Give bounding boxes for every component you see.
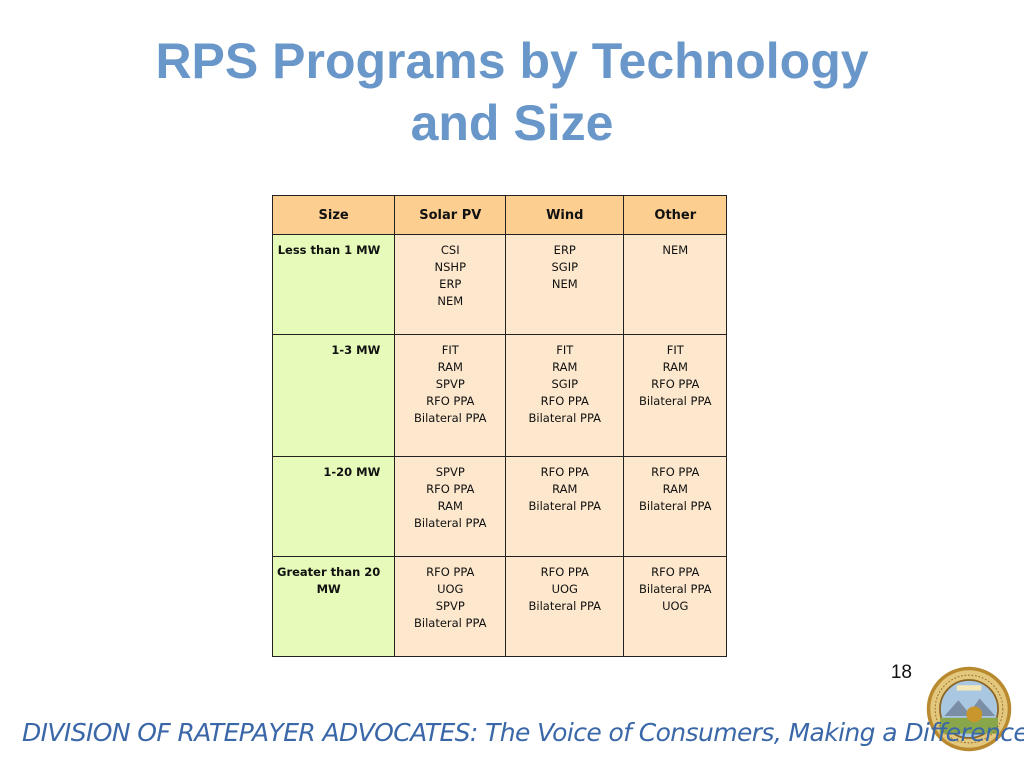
size-cell: Greater than 20 MW	[271, 556, 396, 657]
program-item: RFO PPA	[540, 465, 589, 479]
solar-pv-cell: FIT RAM SPVP RFO PPA Bilateral PPA	[394, 334, 507, 457]
program-item: SPVP	[435, 465, 465, 479]
program-item: RFO PPA	[651, 565, 700, 579]
solar-pv-cell: RFO PPA UOG SPVP Bilateral PPA	[394, 556, 507, 657]
header-size: Size	[271, 195, 396, 235]
title-line-1: RPS Programs by Technology	[155, 33, 869, 89]
solar-pv-cell: SPVP RFO PPA RAM Bilateral PPA	[394, 456, 507, 557]
table-row: Less than 1 MW CSI NSHP ERP NEM ERP SGIP…	[271, 234, 728, 335]
header-other: Other	[623, 195, 728, 235]
program-item: RAM	[552, 482, 578, 496]
program-item: RAM	[662, 360, 688, 374]
table-row: 1-3 MW FIT RAM SPVP RFO PPA Bilateral PP…	[271, 334, 728, 457]
wind-cell: FIT RAM SGIP RFO PPA Bilateral PPA	[505, 334, 625, 457]
program-item: ERP	[439, 277, 462, 291]
size-label: Greater than 20 MW	[277, 564, 380, 598]
size-label: 1-20 MW	[323, 465, 381, 479]
size-cell: 1-3 MW	[271, 334, 396, 457]
wind-cell: RFO PPA RAM Bilateral PPA	[505, 456, 625, 557]
program-item: RFO PPA	[540, 394, 589, 408]
size-label: Less than 1 MW	[277, 243, 381, 257]
wind-cell: ERP SGIP NEM	[505, 234, 625, 335]
header-wind: Wind	[505, 195, 625, 235]
program-item: RFO PPA	[651, 377, 700, 391]
slide-title: RPS Programs by Technology and Size	[0, 30, 1024, 154]
header-solar-pv: Solar PV	[394, 195, 507, 235]
program-item: CSI	[440, 243, 460, 257]
table-row: 1-20 MW SPVP RFO PPA RAM Bilateral PPA R…	[271, 456, 728, 557]
program-item: UOG	[662, 599, 689, 613]
program-item: RFO PPA	[426, 394, 475, 408]
other-cell: RFO PPA RAM Bilateral PPA	[623, 456, 728, 557]
other-cell: FIT RAM RFO PPA Bilateral PPA	[623, 334, 728, 457]
program-item: Bilateral PPA	[639, 394, 712, 408]
program-item: SPVP	[435, 377, 465, 391]
program-item: Bilateral PPA	[414, 411, 487, 425]
program-item: FIT	[441, 343, 459, 357]
program-item: FIT	[556, 343, 574, 357]
table-header-row: Size Solar PV Wind Other	[271, 195, 728, 235]
other-cell: NEM	[623, 234, 728, 335]
size-cell: Less than 1 MW	[271, 234, 396, 335]
table-row: Greater than 20 MW RFO PPA UOG SPVP Bila…	[271, 556, 728, 657]
program-item: RAM	[662, 482, 688, 496]
program-item: Bilateral PPA	[639, 582, 712, 596]
page-number: 18	[890, 662, 912, 683]
program-item: RAM	[437, 499, 463, 513]
program-item: FIT	[666, 343, 684, 357]
program-item: Bilateral PPA	[528, 411, 602, 425]
program-item: RFO PPA	[426, 565, 475, 579]
size-label: 1-3 MW	[331, 343, 381, 357]
program-item: ERP	[553, 243, 576, 257]
program-item: Bilateral PPA	[528, 499, 602, 513]
size-label-line: Greater than 20	[277, 565, 381, 579]
program-item: SGIP	[551, 260, 579, 274]
solar-pv-cell: CSI NSHP ERP NEM	[394, 234, 507, 335]
program-item: SPVP	[435, 599, 465, 613]
other-cell: RFO PPA Bilateral PPA UOG	[623, 556, 728, 657]
program-item: Bilateral PPA	[414, 516, 487, 530]
state-seal-icon	[926, 666, 1012, 752]
program-item: RFO PPA	[651, 465, 700, 479]
program-item: RFO PPA	[540, 565, 589, 579]
program-item: NEM	[437, 294, 464, 308]
program-item: UOG	[551, 582, 578, 596]
rps-programs-table: Size Solar PV Wind Other Less than 1 MW …	[271, 195, 728, 657]
program-item: RAM	[437, 360, 463, 374]
program-item: NEM	[662, 243, 689, 257]
program-item: RAM	[552, 360, 578, 374]
title-line-2: and Size	[410, 95, 614, 151]
wind-cell: RFO PPA UOG Bilateral PPA	[505, 556, 625, 657]
program-item: RFO PPA	[426, 482, 475, 496]
program-item: UOG	[437, 582, 464, 596]
program-item: Bilateral PPA	[639, 499, 712, 513]
size-cell: 1-20 MW	[271, 456, 396, 557]
program-item: SGIP	[551, 377, 579, 391]
program-item: NEM	[551, 277, 578, 291]
program-item: Bilateral PPA	[414, 616, 487, 630]
size-label-line: MW	[316, 582, 341, 596]
footer-tagline: DIVISION OF RATEPAYER ADVOCATES: The Voi…	[22, 718, 1024, 747]
program-item: NSHP	[434, 260, 467, 274]
program-item: Bilateral PPA	[528, 599, 602, 613]
